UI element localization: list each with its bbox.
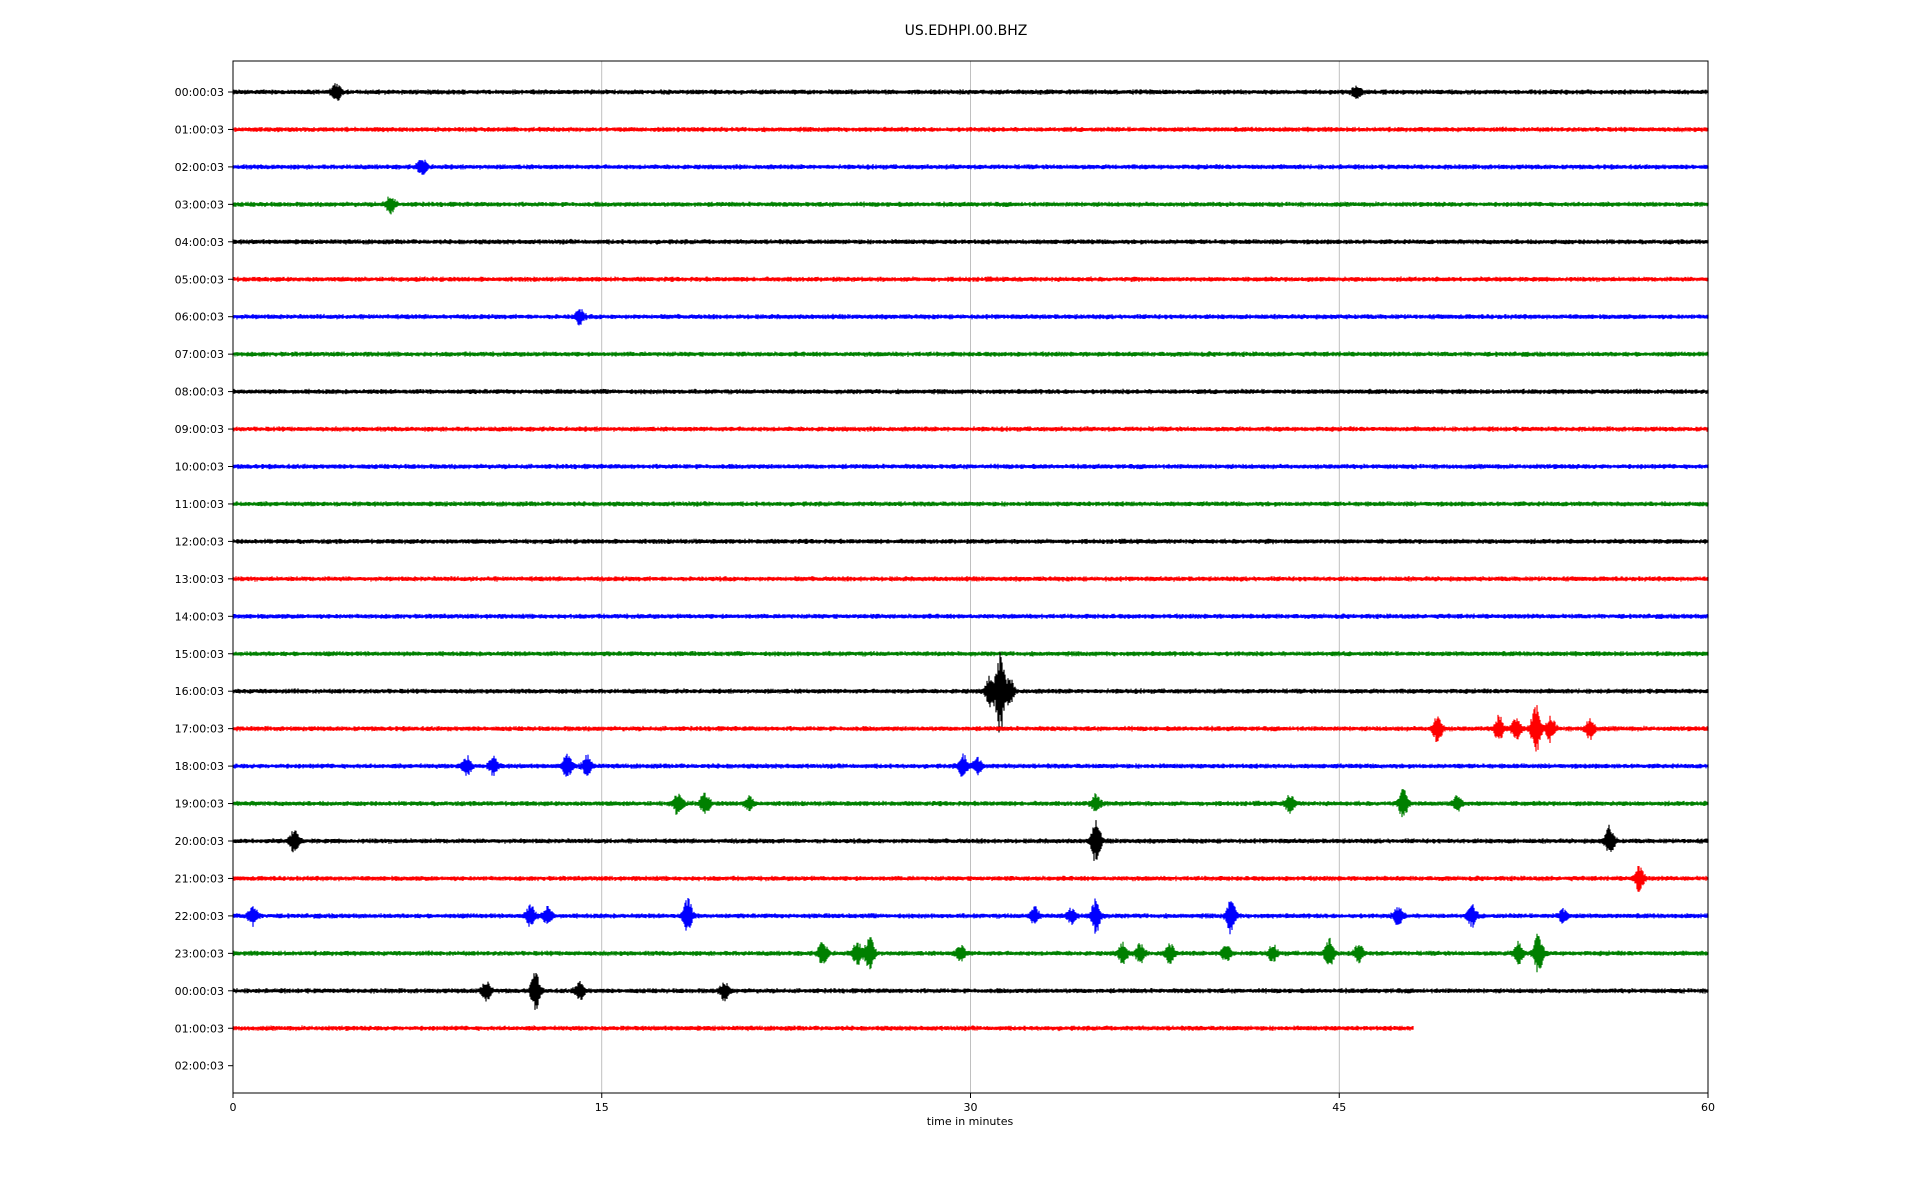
x-tick-label: 15 bbox=[595, 1101, 609, 1114]
row-label: 23:00:03 bbox=[175, 947, 224, 960]
row-label: 18:00:03 bbox=[175, 760, 224, 773]
row-label: 06:00:03 bbox=[175, 311, 224, 324]
row-label: 20:00:03 bbox=[175, 835, 224, 848]
row-label: 19:00:03 bbox=[175, 798, 224, 811]
row-label: 01:00:03 bbox=[175, 123, 224, 136]
row-label: 09:00:03 bbox=[175, 423, 224, 436]
row-label: 13:00:03 bbox=[175, 573, 224, 586]
row-time-labels: 00:00:03 01:00:03 02:00:03 03:00:03 04:00:03… bbox=[175, 86, 233, 1073]
row-label: 00:00:03 bbox=[175, 86, 224, 99]
row-label: 14:00:03 bbox=[175, 610, 224, 623]
row-label: 16:00:03 bbox=[175, 685, 224, 698]
row-label: 03:00:03 bbox=[175, 198, 224, 211]
row-label: 00:00:03 bbox=[175, 985, 224, 998]
x-axis: 0 15 30 45 60 bbox=[230, 1093, 1715, 1114]
row-label: 08:00:03 bbox=[175, 386, 224, 399]
row-label: 02:00:03 bbox=[175, 1060, 224, 1073]
row-label: 15:00:03 bbox=[175, 648, 224, 661]
x-axis-label: time in minutes bbox=[927, 1115, 1014, 1128]
x-tick-label: 0 bbox=[230, 1101, 237, 1114]
row-label: 17:00:03 bbox=[175, 723, 224, 736]
row-label: 10:00:03 bbox=[175, 461, 224, 474]
row-label: 22:00:03 bbox=[175, 910, 224, 923]
row-label: 11:00:03 bbox=[175, 498, 224, 511]
row-label: 01:00:03 bbox=[175, 1022, 224, 1035]
x-tick-label: 60 bbox=[1701, 1101, 1715, 1114]
row-label: 07:00:03 bbox=[175, 348, 224, 361]
row-label: 12:00:03 bbox=[175, 535, 224, 548]
chart-title: US.EDHPI.00.BHZ bbox=[905, 23, 1028, 39]
x-tick-label: 30 bbox=[964, 1101, 978, 1114]
row-label: 04:00:03 bbox=[175, 236, 224, 249]
row-label: 05:00:03 bbox=[175, 273, 224, 286]
x-tick-label: 45 bbox=[1332, 1101, 1346, 1114]
row-label: 02:00:03 bbox=[175, 161, 224, 174]
row-label: 21:00:03 bbox=[175, 872, 224, 885]
